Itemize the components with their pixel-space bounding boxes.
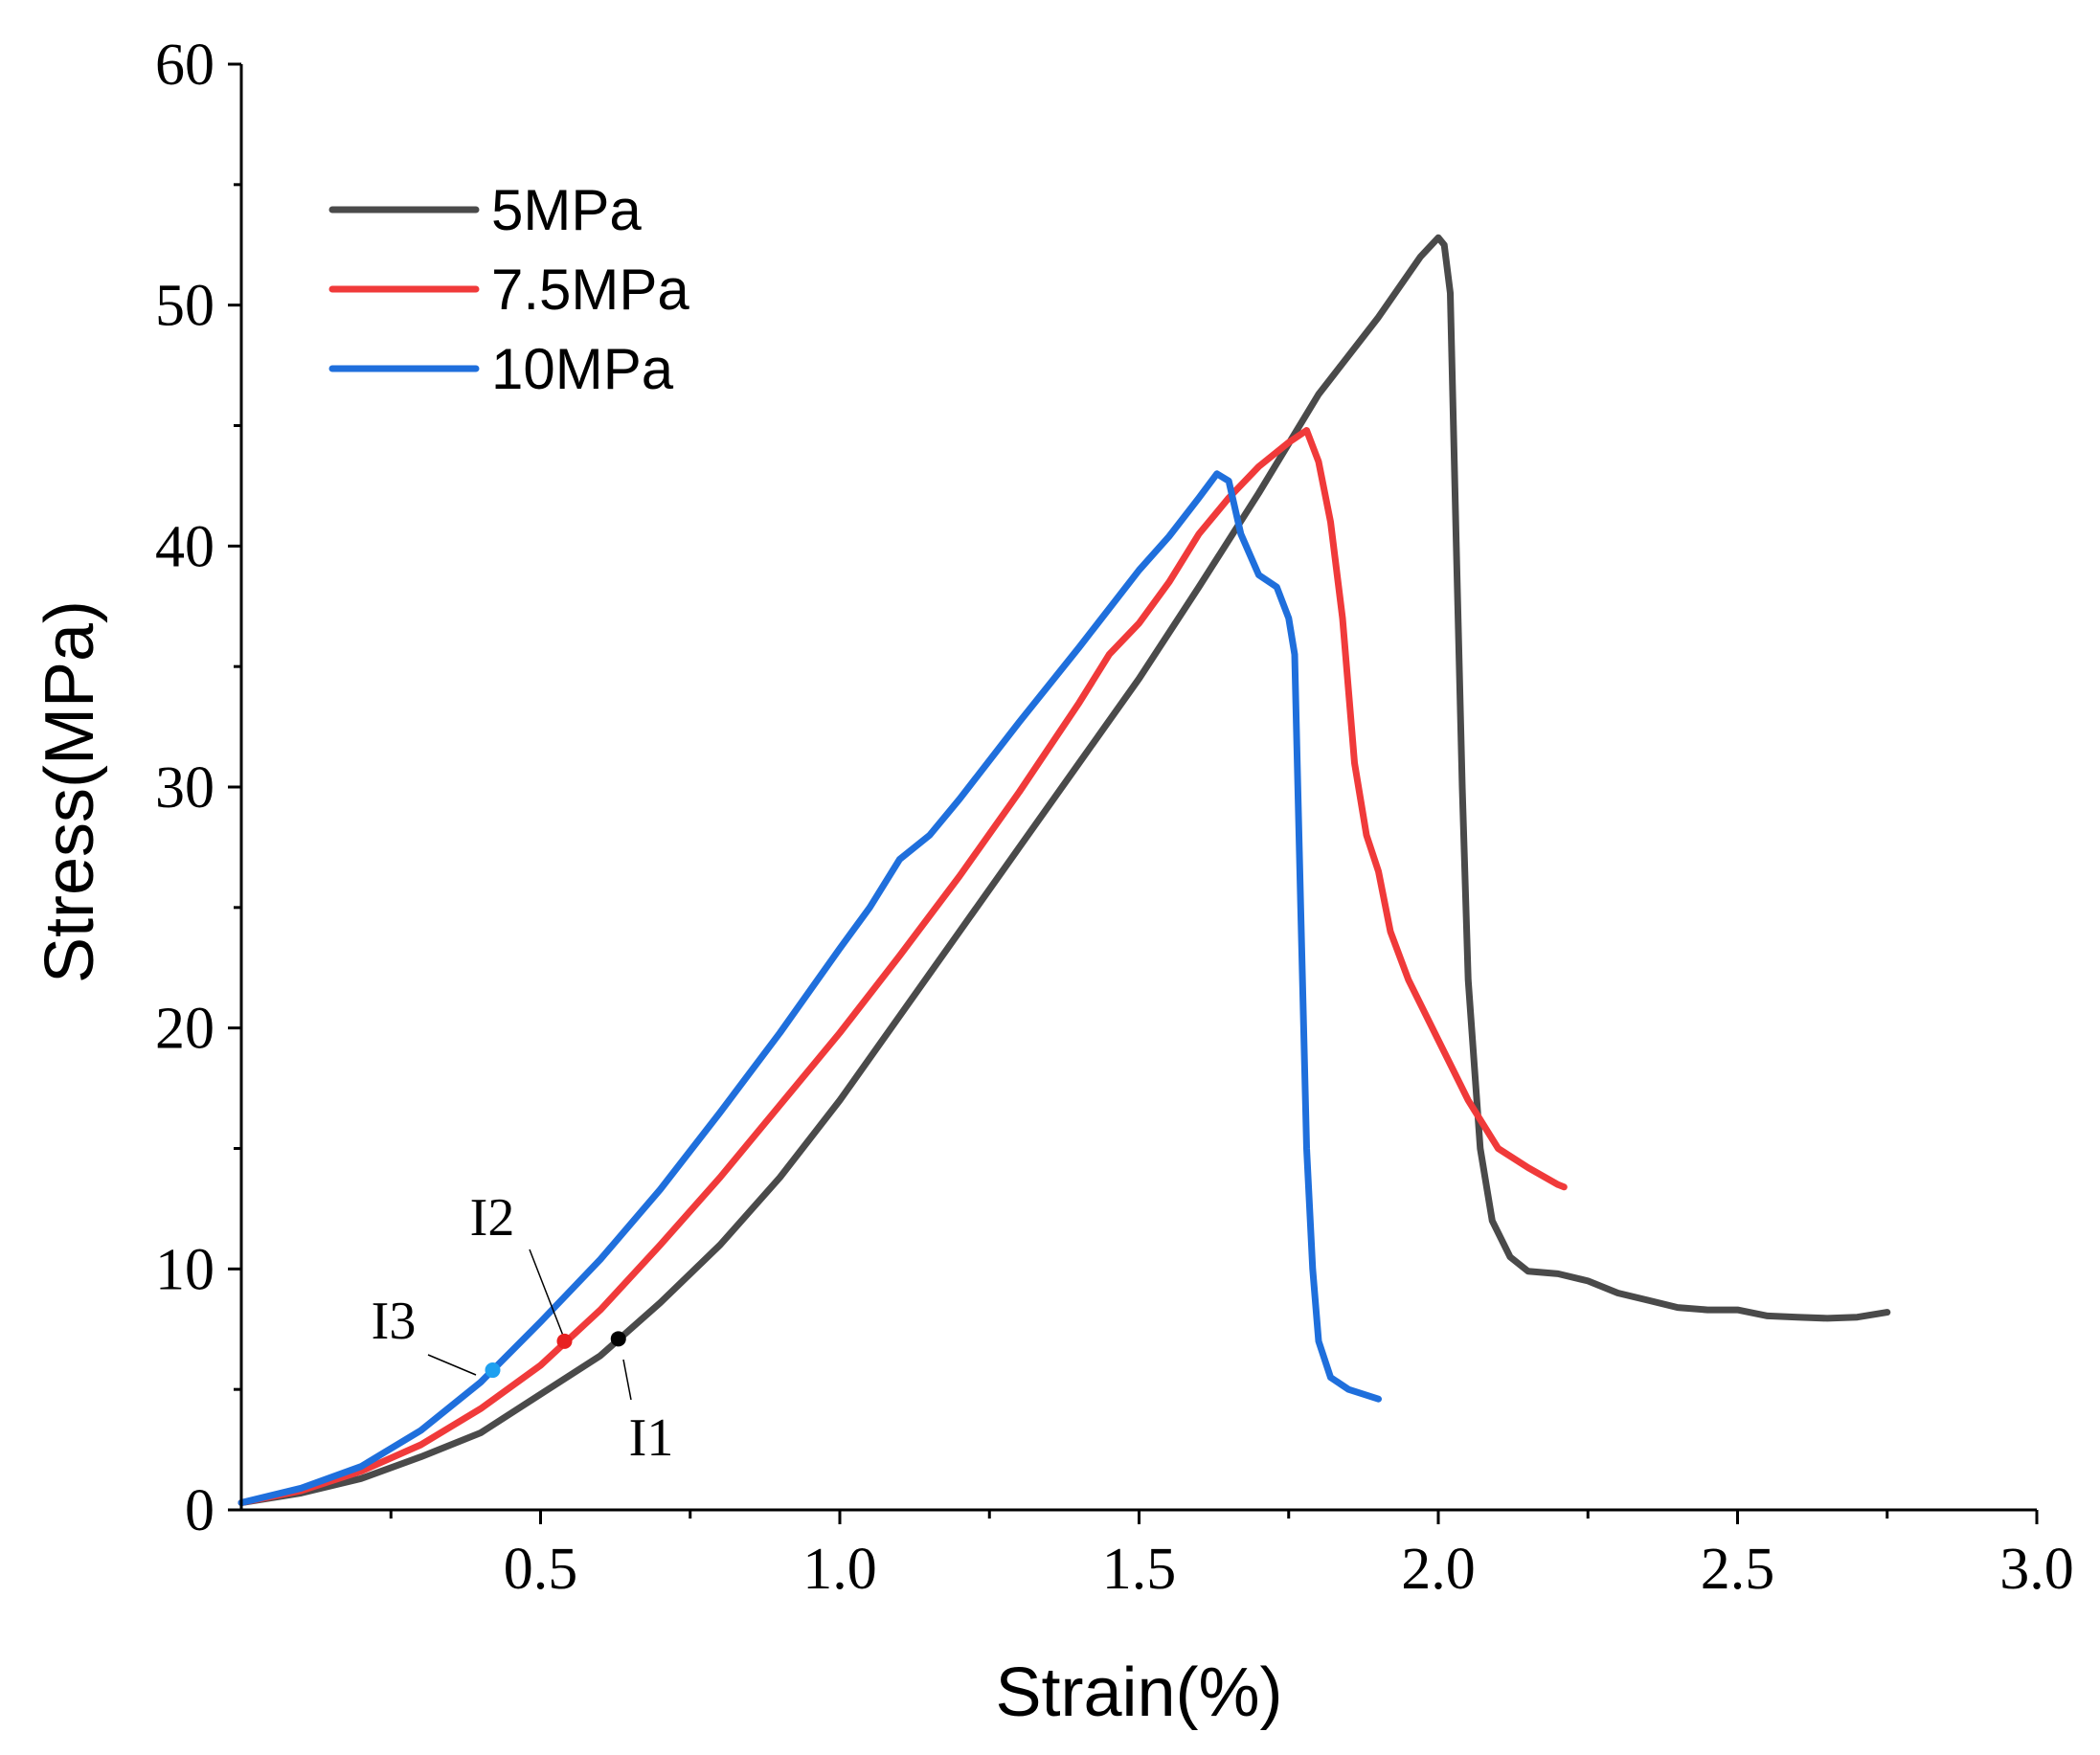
- x-tick-label: 0.5: [504, 1537, 578, 1602]
- annotation-leader: [529, 1249, 564, 1337]
- annotation-label-i1: I1: [629, 1408, 674, 1468]
- annotation-point-i2: [556, 1333, 573, 1349]
- y-tick-label: 30: [155, 755, 215, 821]
- annotation-label-i3: I3: [372, 1292, 417, 1351]
- annotation-label-i2: I2: [470, 1188, 515, 1248]
- x-tick-label: 1.0: [802, 1537, 877, 1602]
- y-axis-title: Stress(MPa): [32, 600, 108, 983]
- series-line-7-5mpa: [237, 427, 1568, 1506]
- axis-ticks-layer: 0 10 20 30 40 50 60 0.5 1.0 1.5 2.0 2.5 3.0: [155, 33, 2074, 1602]
- annotation-layer: I1 I2 I3: [372, 1188, 674, 1468]
- legend-label-10mpa: 10MPa: [491, 337, 674, 401]
- x-tick-label: 2.5: [1701, 1537, 1775, 1602]
- x-axis-title: Strain(%): [995, 1654, 1282, 1731]
- y-tick-label: 10: [155, 1237, 215, 1302]
- annotation-leader: [622, 1359, 632, 1401]
- series-layer: [237, 234, 1891, 1506]
- x-tick-label: 1.5: [1102, 1537, 1177, 1602]
- series-line-5mpa: [237, 234, 1891, 1506]
- y-tick-label: 0: [185, 1478, 215, 1543]
- y-tick-label: 50: [155, 274, 215, 339]
- annotation-point-i3: [485, 1362, 501, 1379]
- y-tick-label: 40: [155, 514, 215, 579]
- legend: 5MPa 7.5MPa 10MPa: [328, 178, 689, 401]
- legend-label-5mpa: 5MPa: [491, 178, 642, 242]
- y-tick-label: 60: [155, 33, 215, 98]
- annotation-point-i1: [610, 1331, 626, 1347]
- annotation-leader: [427, 1354, 477, 1376]
- x-tick-label: 3.0: [1999, 1537, 2074, 1602]
- y-tick-label: 20: [155, 997, 215, 1062]
- x-tick-label: 2.0: [1401, 1537, 1476, 1602]
- series-line-10mpa: [237, 470, 1382, 1506]
- legend-label-7-5mpa: 7.5MPa: [491, 258, 689, 322]
